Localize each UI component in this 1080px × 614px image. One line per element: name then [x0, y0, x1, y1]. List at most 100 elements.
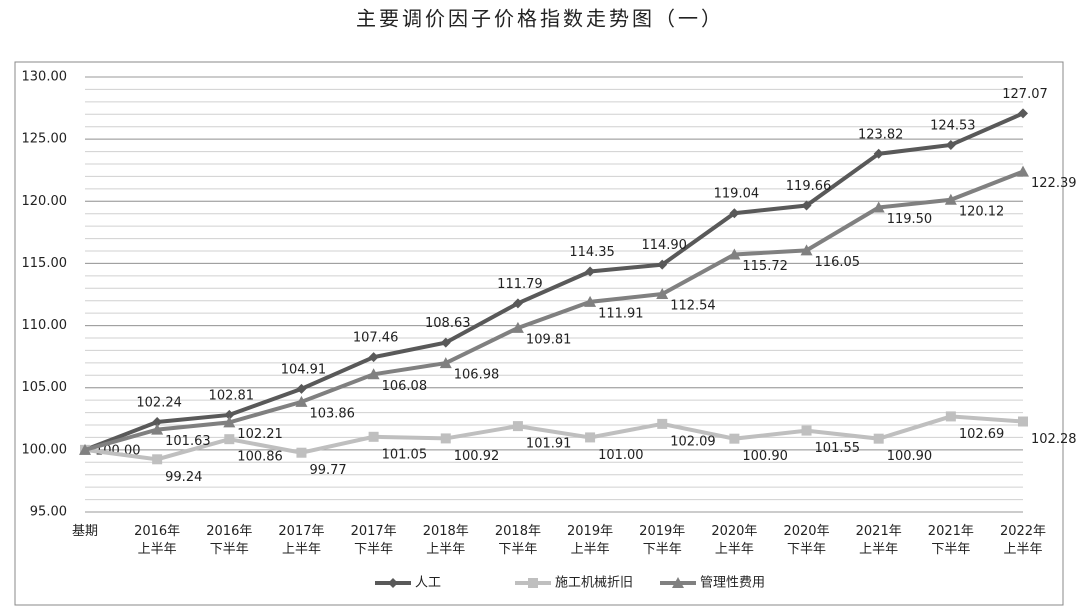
series-line — [84, 169, 1024, 452]
data-label: 120.12 — [959, 204, 1005, 219]
marker — [657, 418, 668, 429]
x-tick-label: 2022年上半年 — [1000, 524, 1046, 557]
marker — [1018, 108, 1028, 119]
marker — [511, 321, 524, 333]
marker — [944, 193, 957, 205]
data-label: 107.46 — [353, 331, 399, 346]
x-tick-label: 2016年上半年 — [134, 524, 180, 557]
data-label: 102.24 — [136, 396, 182, 411]
marker — [151, 423, 164, 435]
marker — [224, 409, 235, 420]
marker — [296, 383, 307, 394]
marker — [872, 201, 885, 213]
data-label: 101.63 — [165, 434, 211, 449]
x-tick-label: 2017年下半年 — [351, 524, 397, 557]
data-label: 114.90 — [641, 238, 687, 253]
data-label: 119.04 — [714, 187, 760, 202]
data-label: 101.91 — [526, 437, 572, 452]
data-label: 106.98 — [454, 368, 500, 383]
data-label: 102.69 — [959, 427, 1005, 442]
x-tick-label: 2016年下半年 — [206, 524, 252, 557]
data-label: 122.39 — [1031, 176, 1077, 191]
y-tick-label: 105.00 — [22, 380, 68, 395]
marker — [945, 139, 956, 150]
marker — [729, 433, 740, 444]
x-tick-label: 2020年下半年 — [783, 524, 829, 557]
data-label: 114.35 — [569, 245, 615, 260]
marker — [801, 425, 812, 436]
y-tick-label: 95.00 — [30, 505, 67, 520]
legend-label: 施工机械折旧 — [555, 576, 633, 591]
data-label: 111.79 — [497, 277, 543, 292]
marker — [295, 395, 308, 407]
data-label: 99.24 — [165, 470, 202, 485]
legend-label: 管理性费用 — [700, 576, 765, 591]
data-label: 111.91 — [598, 306, 644, 321]
series-line — [84, 414, 1024, 462]
data-label: 127.07 — [1002, 87, 1048, 102]
data-label: 109.81 — [526, 332, 572, 347]
data-label: 112.54 — [670, 299, 716, 314]
data-label: 99.77 — [309, 463, 346, 478]
x-tick-label: 2017年上半年 — [278, 524, 324, 557]
marker — [1017, 165, 1029, 177]
marker — [152, 417, 163, 428]
data-label: 106.08 — [382, 379, 428, 394]
marker — [729, 208, 740, 219]
data-label: 108.63 — [425, 316, 471, 331]
y-tick-label: 100.00 — [22, 442, 68, 457]
marker — [800, 244, 813, 256]
data-label: 101.55 — [815, 441, 861, 456]
y-tick-label: 130.00 — [22, 70, 68, 85]
data-label: 101.00 — [598, 448, 644, 463]
data-label: 115.72 — [742, 259, 788, 274]
x-tick-label: 2021年下半年 — [928, 524, 974, 557]
data-label: 101.05 — [382, 447, 428, 462]
marker — [440, 433, 451, 444]
y-tick-label: 110.00 — [22, 318, 68, 333]
series-line — [84, 111, 1024, 452]
marker — [528, 578, 538, 588]
data-label: 119.50 — [887, 212, 933, 227]
marker — [388, 578, 398, 588]
marker — [801, 200, 812, 211]
x-tick-label: 2019年下半年 — [639, 524, 685, 557]
marker — [79, 443, 91, 455]
data-label: 102.09 — [670, 434, 716, 449]
y-tick-label: 125.00 — [22, 132, 68, 147]
x-tick-label: 2021年上半年 — [856, 524, 902, 557]
marker — [672, 577, 684, 588]
data-label: 102.81 — [209, 388, 255, 403]
x-tick-label: 2018年下半年 — [495, 524, 541, 557]
marker — [368, 431, 379, 442]
marker — [657, 259, 668, 270]
marker — [873, 148, 884, 159]
y-tick-label: 120.00 — [22, 194, 68, 209]
marker — [512, 298, 523, 309]
marker — [152, 454, 163, 465]
marker — [439, 357, 452, 369]
data-label: 124.53 — [930, 118, 976, 133]
x-tick-label: 2020年上半年 — [711, 524, 757, 557]
marker — [512, 421, 523, 432]
legend-label: 人工 — [415, 576, 441, 591]
marker — [368, 352, 379, 363]
marker — [656, 288, 669, 300]
data-label: 100.86 — [237, 450, 282, 465]
marker — [440, 337, 451, 348]
data-label: 100.90 — [742, 449, 788, 464]
marker — [945, 411, 956, 422]
x-tick-label: 2018年上半年 — [423, 524, 469, 557]
marker — [728, 248, 741, 260]
data-label: 100.92 — [454, 449, 500, 464]
x-tick-label: 基期 — [72, 524, 98, 539]
chart-title: 主要调价因子价格指数走势图（一） — [356, 7, 724, 31]
marker — [367, 368, 380, 380]
marker — [296, 447, 307, 458]
data-label: 123.82 — [858, 127, 904, 142]
data-label: 100.90 — [887, 449, 933, 464]
marker — [224, 434, 235, 445]
data-label: 116.05 — [815, 255, 861, 270]
data-label: 102.21 — [237, 427, 282, 442]
data-label: 102.28 — [1031, 432, 1077, 447]
